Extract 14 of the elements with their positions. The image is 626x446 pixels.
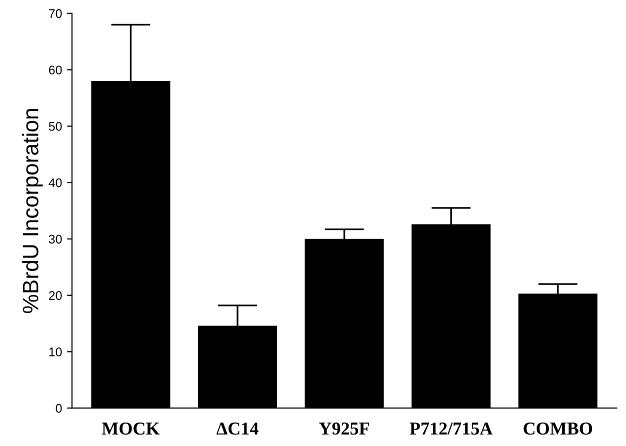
y-axis-title: %BrdU Incorporation [22, 109, 43, 314]
y-tick-label: 40 [48, 178, 62, 188]
x-tick-label: COMBO [524, 422, 592, 435]
y-tick-label: 70 [49, 9, 62, 18]
x-tick-label: MOCK [102, 422, 160, 435]
y-tick-label: 0 [56, 404, 62, 413]
y-tick-label: 50 [48, 122, 62, 131]
y-tick-label: 20 [48, 291, 62, 300]
y-tick-label: 60 [49, 66, 62, 74]
x-tick-label: P712/715A [410, 422, 493, 435]
y-tick-label: 10 [49, 348, 62, 356]
x-tick-label: Y925F [319, 422, 370, 435]
y-tick-label: 30 [48, 234, 62, 244]
x-tick-label: ΔC14 [216, 422, 258, 435]
